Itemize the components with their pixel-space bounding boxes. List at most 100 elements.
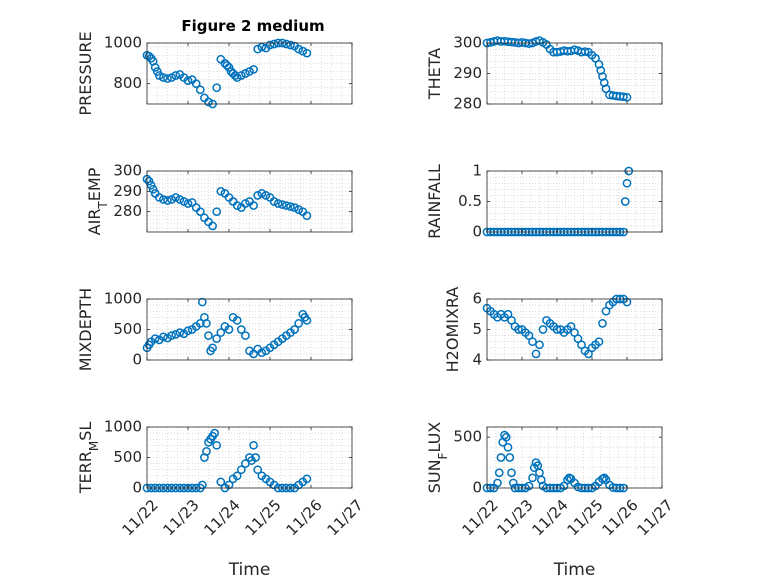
data-point bbox=[599, 473, 609, 483]
data-point bbox=[253, 465, 263, 475]
y-tick-label: 6 bbox=[472, 290, 482, 308]
data-point bbox=[198, 480, 207, 490]
y-axis-label: PRESSURE bbox=[76, 31, 95, 115]
subplot-2: 280 290 300 THETA bbox=[425, 34, 663, 113]
y-tick-label: 1000 bbox=[104, 418, 142, 436]
data-point bbox=[508, 478, 518, 488]
data-point bbox=[210, 428, 219, 438]
data-point bbox=[294, 205, 304, 214]
data-point bbox=[505, 453, 515, 462]
data-point bbox=[171, 71, 181, 80]
x-tick-label: 11/26 bbox=[598, 496, 641, 539]
data-point bbox=[216, 328, 226, 337]
x-tick-label: 11/25 bbox=[563, 496, 606, 539]
data-point bbox=[294, 44, 304, 54]
data-point bbox=[290, 203, 299, 212]
data-point bbox=[249, 65, 258, 74]
data-point bbox=[251, 453, 260, 462]
data-point bbox=[286, 40, 295, 50]
data-point bbox=[253, 44, 263, 54]
data-point bbox=[208, 221, 217, 231]
data-point bbox=[501, 432, 511, 442]
data-point bbox=[500, 430, 509, 440]
y-tick-label: 500 bbox=[113, 320, 142, 338]
figure-title: Figure 2 medium bbox=[181, 17, 324, 35]
data-point bbox=[202, 319, 211, 328]
data-point bbox=[195, 207, 205, 217]
data-point bbox=[620, 197, 630, 206]
data-point bbox=[232, 201, 242, 210]
data-point bbox=[163, 74, 172, 83]
data-point bbox=[302, 474, 312, 484]
data-point bbox=[531, 349, 541, 359]
y-tick-label: 300 bbox=[453, 34, 482, 52]
y-tick-label: 290 bbox=[113, 182, 142, 200]
y-axis-label: H2OMIXRA bbox=[443, 287, 462, 373]
data-point bbox=[514, 325, 523, 334]
data-point bbox=[204, 331, 213, 340]
data-point bbox=[150, 63, 160, 72]
y-axis-label: TERRMSL bbox=[76, 422, 101, 495]
data-point bbox=[302, 48, 312, 58]
data-point bbox=[286, 202, 295, 211]
data-point bbox=[198, 297, 207, 307]
data-point bbox=[528, 473, 537, 483]
data-point bbox=[187, 198, 197, 207]
data-point bbox=[277, 200, 287, 209]
y-axis-label: THETA bbox=[425, 48, 444, 100]
data-point bbox=[208, 343, 217, 353]
data-point bbox=[236, 71, 246, 80]
y-tick-label: 0.5 bbox=[458, 192, 482, 210]
data-point bbox=[167, 73, 176, 82]
data-point bbox=[528, 337, 537, 347]
data-point bbox=[175, 195, 185, 204]
data-point bbox=[507, 468, 516, 478]
data-point bbox=[175, 328, 185, 337]
data-point bbox=[154, 193, 164, 202]
data-point bbox=[302, 211, 312, 221]
y-axis-label: AIRTEMP bbox=[85, 167, 110, 235]
data-point bbox=[298, 46, 308, 56]
y-tick-label: 280 bbox=[113, 202, 142, 220]
data-point bbox=[216, 186, 226, 196]
x-tick-label: 11/26 bbox=[282, 496, 325, 539]
data-point bbox=[241, 331, 250, 340]
y-tick-label: 1000 bbox=[104, 34, 142, 52]
data-point bbox=[524, 481, 534, 491]
data-point bbox=[538, 325, 548, 334]
y-axis-label: MIXDEPTH bbox=[76, 288, 95, 371]
data-point bbox=[294, 319, 304, 328]
y-tick-label: 280 bbox=[453, 95, 482, 113]
data-point bbox=[171, 330, 181, 339]
data-point bbox=[212, 440, 222, 450]
axes-box bbox=[486, 426, 663, 489]
data-point bbox=[152, 67, 162, 76]
y-tick-label: 300 bbox=[113, 162, 142, 180]
axes-box bbox=[146, 42, 353, 105]
y-tick-label: 0 bbox=[472, 479, 482, 497]
data-point bbox=[503, 442, 513, 452]
y-tick-label: 4 bbox=[472, 351, 482, 369]
subplot-4: 0 0.5 1 RAINFALL bbox=[425, 162, 663, 241]
y-tick-label: 500 bbox=[453, 428, 482, 446]
data-point bbox=[257, 348, 267, 358]
data-point bbox=[224, 480, 234, 490]
data-point bbox=[273, 199, 283, 208]
data-point bbox=[163, 196, 172, 205]
subplot-1: 800 1000 PRESSURE bbox=[76, 31, 353, 116]
data-point bbox=[236, 465, 246, 475]
y-tick-label: 500 bbox=[113, 448, 142, 466]
data-point bbox=[195, 319, 205, 328]
data-point bbox=[496, 453, 506, 462]
x-tick-label: 11/24 bbox=[200, 496, 243, 539]
data-point bbox=[204, 97, 213, 107]
data-point bbox=[230, 71, 240, 80]
data-point bbox=[212, 83, 222, 93]
data-point bbox=[236, 325, 246, 334]
data-point bbox=[191, 79, 201, 89]
data-point bbox=[622, 178, 632, 188]
data-point bbox=[159, 195, 168, 204]
data-point bbox=[212, 334, 222, 343]
